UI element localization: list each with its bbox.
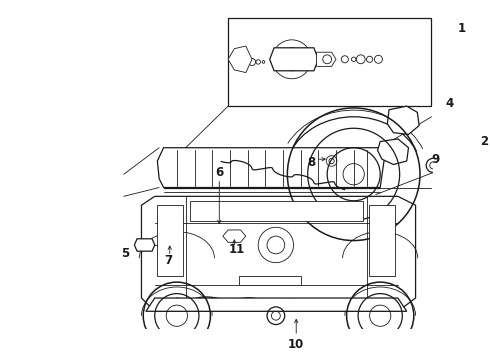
Polygon shape (190, 201, 363, 221)
Text: 2: 2 (481, 135, 489, 148)
Text: 7: 7 (164, 253, 172, 266)
Text: 8: 8 (307, 156, 316, 169)
Polygon shape (228, 18, 432, 106)
Text: 9: 9 (431, 153, 439, 166)
Text: 11: 11 (229, 243, 245, 256)
Polygon shape (223, 230, 246, 242)
Polygon shape (157, 205, 183, 276)
Text: 4: 4 (445, 97, 453, 110)
Polygon shape (142, 196, 416, 311)
Polygon shape (228, 46, 252, 73)
Polygon shape (387, 106, 419, 134)
Text: 6: 6 (215, 166, 223, 179)
Polygon shape (368, 205, 395, 276)
Polygon shape (317, 52, 336, 66)
Text: 5: 5 (122, 247, 130, 260)
Polygon shape (134, 239, 155, 251)
Text: 1: 1 (458, 22, 466, 35)
Polygon shape (378, 139, 409, 165)
Polygon shape (239, 276, 301, 285)
Polygon shape (270, 48, 318, 71)
Polygon shape (157, 148, 385, 188)
Text: 10: 10 (288, 338, 304, 351)
Polygon shape (146, 298, 407, 311)
